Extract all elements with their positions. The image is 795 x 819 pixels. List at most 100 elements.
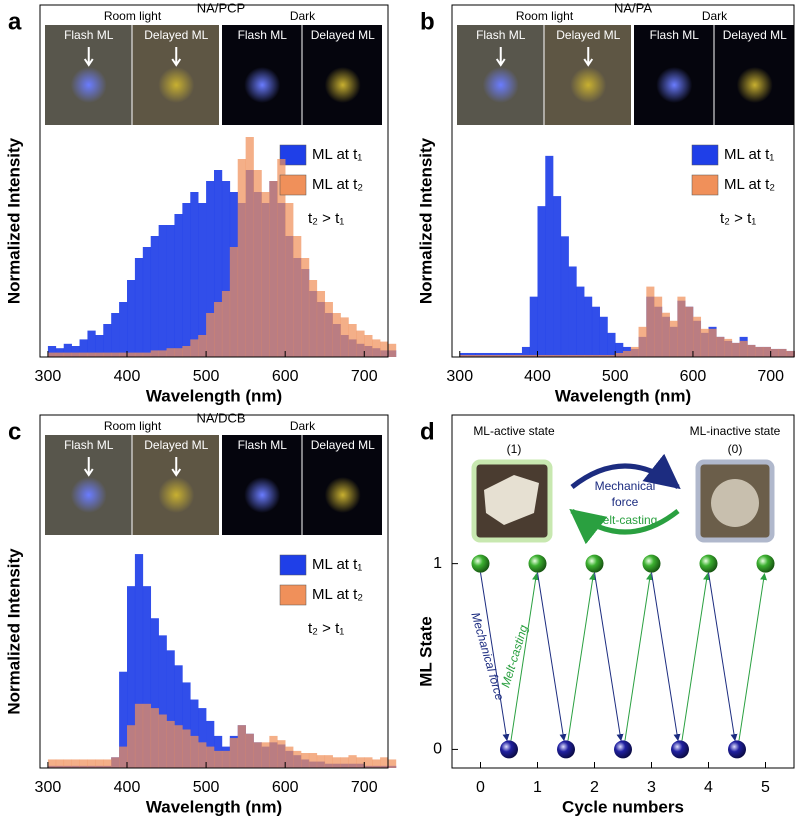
spectrum-bar: [80, 759, 88, 768]
spectrum-bar: [317, 291, 325, 357]
spectrum-bar: [341, 757, 349, 768]
spectrum-bar: [293, 236, 301, 357]
spectrum-bar: [143, 247, 151, 357]
inset-caption: Delayed ML: [723, 28, 787, 42]
spectrum-bar: [222, 291, 230, 357]
spectrum-bar: [103, 324, 111, 357]
transition-arrow: [739, 574, 765, 741]
transition-arrow: [652, 573, 679, 741]
spectrum-bar: [135, 353, 143, 357]
inset-caption: Delayed ML: [144, 438, 208, 452]
inset-caption: Delayed ML: [311, 438, 375, 452]
spectrum-bar: [545, 156, 553, 357]
inset-caption: Delayed ML: [556, 28, 620, 42]
spectrum-bar: [293, 751, 301, 768]
inset-caption: Flash ML: [238, 28, 288, 42]
spectrum-bar: [372, 759, 380, 768]
x-tick-label: 4: [704, 779, 713, 796]
y-axis-label: Normalized Intensity: [4, 548, 23, 715]
spectrum-bar: [372, 339, 380, 357]
emission-spot: [71, 477, 107, 513]
panel-letter: d: [420, 418, 435, 445]
spectrum-bar: [214, 751, 222, 768]
legend-label: ML at t₂: [312, 586, 363, 603]
inset-label: Room light: [104, 9, 162, 23]
figure: ML at t₁ML at t₂t₂ > t₁Room lightFlash M…: [0, 0, 795, 819]
spectrum-bar: [198, 203, 206, 357]
panel-title: NA/PCP: [197, 0, 245, 15]
x-tick-label: 300: [35, 779, 62, 796]
legend-swatch: [280, 585, 306, 605]
emission-spot: [244, 67, 280, 103]
spectrum-bar: [182, 346, 190, 357]
spectrum-bar: [238, 159, 246, 357]
inset-caption: Delayed ML: [144, 28, 208, 42]
state-point: [671, 740, 689, 758]
spectrum-bar: [348, 324, 356, 357]
spectrum-bar: [206, 313, 214, 357]
panel-letter: a: [8, 8, 22, 35]
legend-swatch: [692, 145, 718, 165]
spectrum-bar: [230, 247, 238, 357]
spectrum-bar: [553, 196, 561, 357]
x-tick-label: 700: [351, 368, 378, 385]
spectrum-bar: [724, 339, 732, 357]
annotation: ML-active state: [473, 424, 555, 438]
spectrum-bar: [309, 753, 317, 768]
spectrum-bar: [64, 353, 72, 357]
spectrum-bar: [677, 297, 685, 357]
panel-letter: b: [420, 8, 435, 35]
spectrum-bar: [56, 353, 64, 357]
emission-spot: [325, 477, 361, 513]
annotation: t₂ > t₁: [308, 620, 344, 637]
spectrum-bar: [778, 349, 786, 357]
x-tick-label: 400: [114, 779, 141, 796]
spectrum-bar: [56, 759, 64, 768]
state-point: [500, 740, 518, 758]
spectrum-bar: [151, 708, 159, 768]
spectrum-bar: [771, 349, 779, 357]
y-axis-label: Normalized Intensity: [4, 137, 23, 304]
spectrum-bar: [159, 350, 167, 357]
y-tick-label: 0: [433, 741, 442, 758]
spectrum-bar: [190, 192, 198, 357]
spectrum-bar: [309, 280, 317, 357]
spectrum-bar: [631, 347, 639, 357]
inset-label: Dark: [290, 9, 316, 23]
spectrum-bar: [325, 755, 333, 768]
inset-caption: Flash ML: [238, 438, 288, 452]
x-tick-label: 700: [351, 779, 378, 796]
spectrum-bar: [167, 348, 175, 357]
state-point: [529, 555, 547, 573]
spectrum-bar: [285, 747, 293, 768]
spectrum-bar: [301, 258, 309, 357]
x-tick-label: 400: [114, 368, 141, 385]
annotation: ML-inactive state: [690, 424, 781, 438]
spectrum-bar: [95, 353, 103, 357]
inset-label: Room light: [516, 9, 574, 23]
spectrum-bar: [561, 236, 569, 357]
emission-spot: [483, 67, 519, 103]
spectrum-bar: [246, 734, 254, 768]
inset-caption: Flash ML: [650, 28, 700, 42]
spectrum-bar: [716, 337, 724, 357]
spectrum-bar: [693, 317, 701, 357]
spectrum-bar: [388, 344, 396, 357]
spectrum-bar: [254, 742, 262, 768]
inset-label: Room light: [104, 419, 162, 433]
x-axis-label: Cycle numbers: [562, 797, 684, 816]
spectrum-bar: [333, 757, 341, 768]
spectrum-bar: [607, 333, 615, 357]
state-point: [643, 555, 661, 573]
spectrum-bar: [143, 353, 151, 357]
spectrum-bar: [356, 331, 364, 357]
spectrum-bar: [786, 351, 794, 357]
spectrum-bar: [356, 757, 364, 768]
x-axis-label: Wavelength (nm): [555, 386, 691, 405]
spectrum-bar: [261, 192, 269, 357]
spectrum-bar: [190, 736, 198, 768]
y-axis-label: ML State: [416, 616, 435, 687]
x-tick-label: 500: [193, 779, 220, 796]
spectrum-bar: [151, 236, 159, 357]
